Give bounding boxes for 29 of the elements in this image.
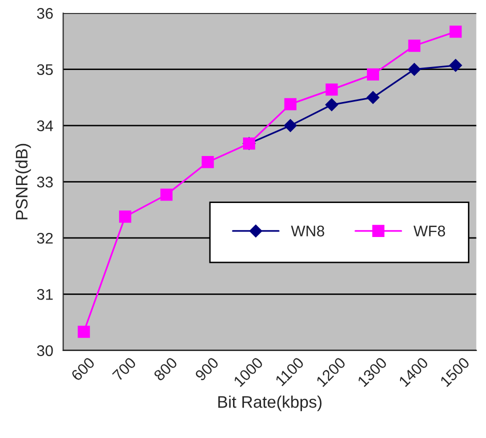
point — [325, 98, 338, 112]
point — [449, 59, 462, 72]
y-tick-label: 30 — [37, 345, 53, 356]
point — [284, 119, 297, 132]
point — [366, 68, 380, 80]
point — [284, 98, 296, 110]
y-tick-label: 33 — [37, 176, 53, 188]
legend-label: WF8 — [414, 226, 446, 236]
point — [119, 210, 132, 223]
point — [202, 156, 214, 168]
legend-label: WN8 — [290, 226, 324, 236]
x-tick-label: 900 — [194, 356, 220, 382]
point — [78, 326, 90, 338]
x-tick-label: 700 — [112, 356, 137, 382]
y-tick-label: 34 — [37, 120, 54, 132]
y-axis-title: PSNR(dB) — [15, 144, 31, 220]
x-tick-label: 800 — [153, 356, 178, 382]
y-tick-label: 31 — [37, 289, 53, 300]
point — [160, 188, 173, 201]
point — [326, 84, 338, 96]
point — [408, 62, 421, 76]
x-axis-title: Bit Rate(kbps) — [218, 396, 322, 412]
point — [366, 91, 380, 104]
point — [408, 40, 420, 52]
y-tick-label: 35 — [37, 64, 53, 76]
y-tick-label: 36 — [37, 8, 53, 19]
y-tick-label: 32 — [37, 232, 53, 244]
point — [450, 26, 462, 38]
x-tick-label: 600 — [70, 356, 96, 382]
